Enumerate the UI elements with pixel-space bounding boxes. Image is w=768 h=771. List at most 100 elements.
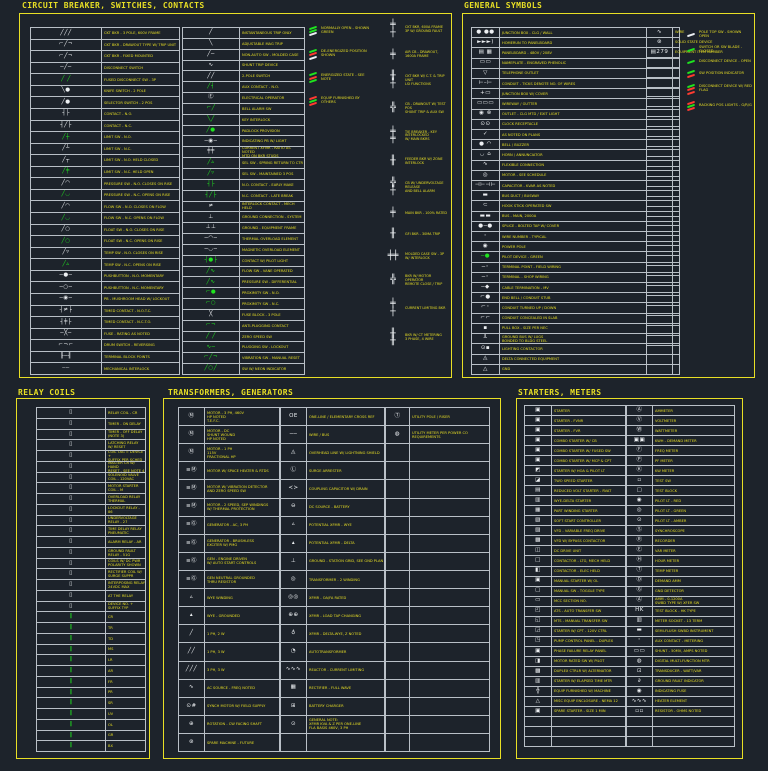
table-row: ▣ STARTER - FVR: [525, 425, 625, 436]
row-description: TD: [108, 636, 113, 641]
table-row: ▥ METER SOCKET - 13 TERM: [627, 615, 734, 626]
symbol-glyph: [647, 137, 673, 147]
symbol-glyph: ◍: [627, 656, 653, 666]
row-description: END BELL / CONDUIT STUB: [502, 295, 551, 300]
table-row: ▬ SEMI-FLUSH SWBD INSTRUMENT: [627, 625, 734, 636]
breaker-symbol-icon: ╪ ╪: [390, 126, 396, 145]
table-row: ▫▫ RESISTOR - OHMS NOTED: [627, 705, 734, 716]
table-row: △ MISC EQUIP ENCLOSURE - NEMA 12: [525, 695, 625, 706]
row-description: PUMP CONTROL PANEL - DUPLEX: [554, 639, 614, 644]
table-row: ▯ OVERLOAD RELAY THERMAL: [37, 493, 145, 504]
symbol-glyph: ⊞: [281, 697, 307, 715]
symbol-glyph: ∿∿∿: [627, 696, 653, 706]
row-description: PRESSURE SW - N.O. CLOSES ON RISE: [104, 181, 173, 186]
row-description: DC SOURCE - BATTERY: [309, 505, 350, 510]
symbol-glyph: ⊥: [281, 552, 307, 570]
symbol-glyph: Ⓜ: [179, 426, 205, 444]
symbol-glyph: ─◠─: [183, 234, 240, 244]
table-row: ╱◠ PRESSURE SW - N.O. CLOSES ON RISE: [31, 177, 179, 189]
symbol-glyph: ╱┤: [183, 82, 240, 93]
symbol-glyph: ∿: [472, 160, 500, 170]
row-description: MOTOR RATED SW W/ PILOT: [554, 659, 605, 664]
table-row: [386, 569, 489, 589]
row-description: TELEPHONE OUTLET: [502, 71, 539, 76]
symbol-glyph: ╱┴: [31, 143, 102, 155]
row-description: PADLOCK PROVISION: [242, 128, 280, 133]
row-description: DISCONNECT SWITCH: [104, 65, 144, 70]
symbol-glyph: [525, 727, 552, 737]
breaker-legend-item: ╬ CB - DRAWOUT W/ TEST POS SHUNT TRIP & A…: [385, 102, 449, 115]
table-row: ▣ MANUAL STARTER W/ OL: [525, 575, 625, 586]
table-row: ╳ FUSE BLOCK - 3 POLE: [183, 308, 304, 320]
row-description: [673, 316, 679, 325]
symbol-table-cb-right: ╱ INSTANTANEOUS TRIP ONLY ╲ ADJUSTABLE MAG …: [182, 27, 305, 375]
table-row: ◔ AUTOTRANSFORMER: [281, 642, 384, 661]
symbol-glyph: ╪╪: [183, 147, 240, 158]
symbol-glyph: ╱◠: [31, 201, 102, 212]
table-row: [386, 696, 489, 715]
symbol-glyph: [647, 77, 673, 87]
symbol-table-tg-col2: OE ONE-LINE / ELEMENTARY CROSS REF ── WIRE …: [280, 407, 385, 752]
row-description: PULL BOX - SIZE PER NEC: [502, 326, 548, 331]
table-row: [647, 126, 679, 137]
row-description: DRUM SWITCH - REVERSING: [104, 343, 155, 348]
row-description: ROTATION - CW FACING SHAFT: [207, 722, 262, 727]
symbol-glyph: ♁: [281, 625, 307, 643]
row-description: 1 PH, 2 W: [207, 631, 225, 636]
row-description: DEVICE NO. + SUFFIX TYP: [108, 602, 134, 611]
row-description: PILOT DEVICE - GREEN: [502, 255, 543, 260]
symbol-glyph: ▯: [37, 547, 106, 558]
table-row: ⊖ DC SOURCE - BATTERY: [281, 497, 384, 516]
switch-state-icon: [686, 32, 696, 38]
table-row: [647, 106, 679, 117]
symbol-glyph: ▯: [37, 580, 106, 590]
table-row: □ CONTACTOR - LTG, MECH HELD: [525, 555, 625, 566]
table-row: ≡Ⓖ GEN - ENGINE DRIVEN W/ AUTO START CONT…: [179, 551, 279, 570]
symbol-glyph: [386, 625, 410, 643]
symbol-glyph: [647, 97, 673, 107]
symbol-glyph: [647, 335, 673, 345]
row-description: [552, 737, 625, 746]
row-description: KNIFE SWITCH - 2 POLE: [104, 89, 146, 94]
table-row: ⌐⌐ CONDUIT CONCEALED IN SLAB: [472, 312, 679, 323]
symbol-glyph: ▣: [525, 456, 552, 466]
breaker-legend-item: ╪ ┼ CURRENT LIMITING BKR: [385, 300, 449, 317]
symbol-glyph: ⌐⌐: [472, 313, 500, 323]
table-row: ◎ PILOT LT - GREEN: [627, 505, 734, 516]
row-description: BUS - MAIN, 2000A: [502, 214, 537, 219]
symbol-glyph: ╱▿: [31, 247, 102, 259]
table-row: [386, 642, 489, 661]
symbol-glyph: ┤╱├: [31, 120, 102, 132]
symbol-glyph: ▯: [37, 504, 106, 515]
row-description: FUSE BLOCK - 3 POLE: [242, 312, 281, 317]
symbol-glyph: ≡Ⓖ: [179, 534, 205, 552]
table-row: [386, 461, 489, 480]
table-row: ╱∿ FLOW SW - VANE OPERATED: [183, 265, 304, 277]
table-row: [647, 225, 679, 236]
table-row: ▯ SOLENOID VALVE COIL - 120VAC: [37, 471, 145, 483]
table-row: Ⓣ TEMP METER: [627, 565, 734, 576]
row-description: WIRE: [675, 30, 685, 35]
table-row: [647, 175, 679, 186]
symbol-glyph: ⊛: [647, 37, 673, 47]
table-row: ◍ UTILITY METER PER POWER CO REQUIREMENTS: [386, 425, 489, 444]
table-row: ▯ LOCKOUT RELAY - 86: [37, 503, 145, 515]
row-description: RECTIFIER - FULL WAVE: [309, 686, 352, 691]
panel-title-relay-coils: RELAY COILS: [18, 388, 76, 397]
table-row: ─◦ TERMINAL - SHOP WIRING: [472, 271, 679, 283]
symbol-glyph: ▧: [525, 516, 552, 526]
symbol-glyph: ┤├: [31, 108, 102, 120]
table-row: [386, 606, 489, 625]
row-description: CAPACITOR - KVAR AS NOTED: [502, 183, 556, 188]
symbol-glyph: ▣: [525, 646, 552, 656]
table-row: [647, 294, 679, 305]
table-row: ▥ STARTER W/ ELAPSED TIME MTR: [525, 675, 625, 686]
table-row: ▧ SOFT START CONTROLLER: [525, 515, 625, 526]
symbol-glyph: [386, 552, 410, 570]
symbol-glyph: [386, 480, 410, 498]
breaker-item-label: CKT BKR, 600A FRAME 3P W/ GROUND FAULT: [405, 24, 443, 33]
symbol-glyph: ╱╱╱: [179, 661, 205, 679]
table-row: ┤├ N.O. CONTACT - EARLY MAKE: [183, 178, 304, 190]
legend-item-label: NORMALLY OPEN - SHOWN GREEN: [321, 26, 370, 35]
symbol-glyph: ▴: [281, 534, 307, 552]
